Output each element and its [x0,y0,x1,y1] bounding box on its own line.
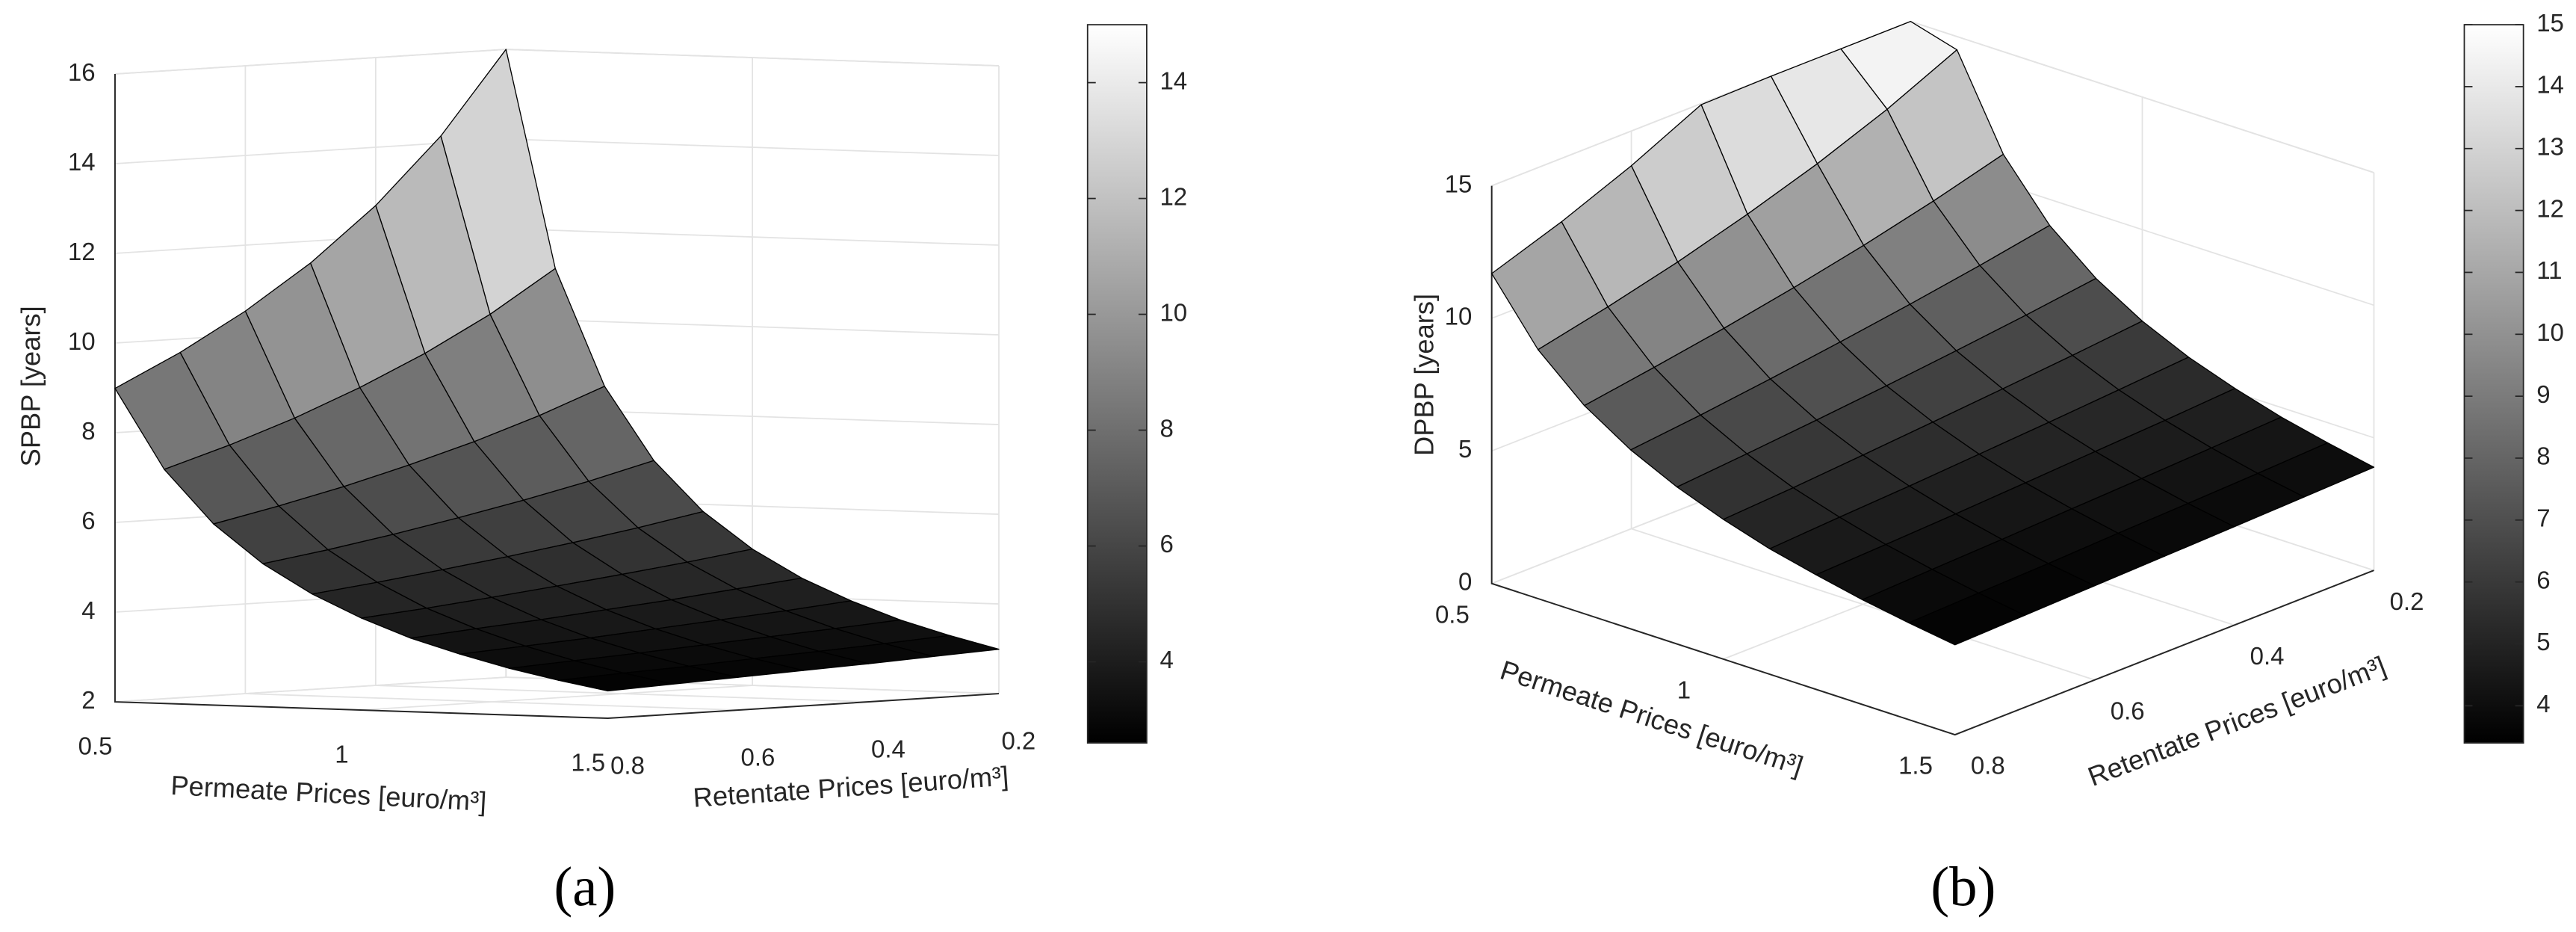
colorbar-tick-label: 14 [2536,71,2564,99]
y-axis-label: Retentate Prices [euro/m³] [692,760,1009,812]
colorbar-tick-label: 12 [1159,182,1187,210]
y-tick-label: 0.8 [610,752,645,780]
z-tick-label: 5 [1458,435,1472,463]
x-tick-label: 1 [1677,676,1691,704]
x-tick-label: 1 [335,740,348,768]
z-tick-label: 8 [81,417,95,445]
y-tick-label: 0.6 [741,744,775,771]
grid-line [244,66,739,711]
z-tick-label: 12 [68,238,96,265]
grid-line [114,49,1000,75]
z-tick-label: 10 [1445,303,1473,330]
y-tick-label: 0.2 [1001,727,1035,755]
colorbar [1086,24,1148,744]
colorbar [2463,24,2524,744]
x-tick-label: 0.5 [78,732,113,759]
colorbar-tick-label: 15 [2536,9,2564,37]
z-tick-label: 10 [68,327,96,355]
colorbar-tick-label: 8 [1159,414,1173,442]
colorbar-tick-label: 6 [2536,566,2550,593]
colorbar-tick-label: 12 [2536,194,2564,222]
x-tick-label: 1.5 [571,748,605,776]
z-tick-label: 16 [68,58,96,86]
grid-line [114,138,1000,164]
colorbar-tick-label: 10 [2536,318,2564,346]
colorbar-tick-label: 7 [2536,504,2550,532]
colorbar-tick-label: 11 [2536,256,2562,284]
colorbar-tick-label: 5 [2536,628,2550,655]
y-tick-label: 0.8 [1971,752,2005,780]
z-tick-label: 2 [81,686,95,714]
x-tick-label: 1.5 [1898,752,1933,780]
colorbar-tick-label: 10 [1159,298,1187,326]
panel-label: (a) [554,856,616,918]
surface-cell [557,672,674,692]
y-tick-label: 0.4 [2250,642,2285,670]
colorbar-tick-label: 13 [2536,132,2564,160]
colorbar-tick-label: 4 [2536,690,2550,717]
z-tick-label: 0 [1458,567,1472,595]
x-axis-label: Permeate Prices [euro/m³] [170,770,488,817]
z-axis-label: SPBP [years] [16,306,46,466]
colorbar-tick-label: 8 [2536,442,2550,470]
colorbar-tick-label: 14 [1159,67,1187,94]
colorbar-tick-label: 6 [1159,530,1173,558]
axis-line [1490,185,2374,736]
z-axis-label: DPBP [years] [1408,294,1439,456]
y-tick-label: 0.6 [2111,697,2145,724]
grid-line [114,228,1000,254]
surface-cell [1908,592,2025,646]
z-tick-label: 4 [81,596,95,624]
y-tick-label: 0.2 [2390,587,2424,615]
z-tick-label: 6 [81,507,95,534]
x-axis-label: Permeate Prices [euro/m³] [1496,655,1806,782]
panel-label: (b) [1931,856,1996,918]
colorbar-tick-label: 4 [1159,646,1173,673]
z-tick-label: 14 [68,148,96,176]
colorbar-tick-label: 9 [2536,380,2550,408]
z-tick-label: 15 [1445,170,1473,197]
x-tick-label: 0.5 [1435,600,1470,628]
y-tick-label: 0.4 [871,735,905,763]
